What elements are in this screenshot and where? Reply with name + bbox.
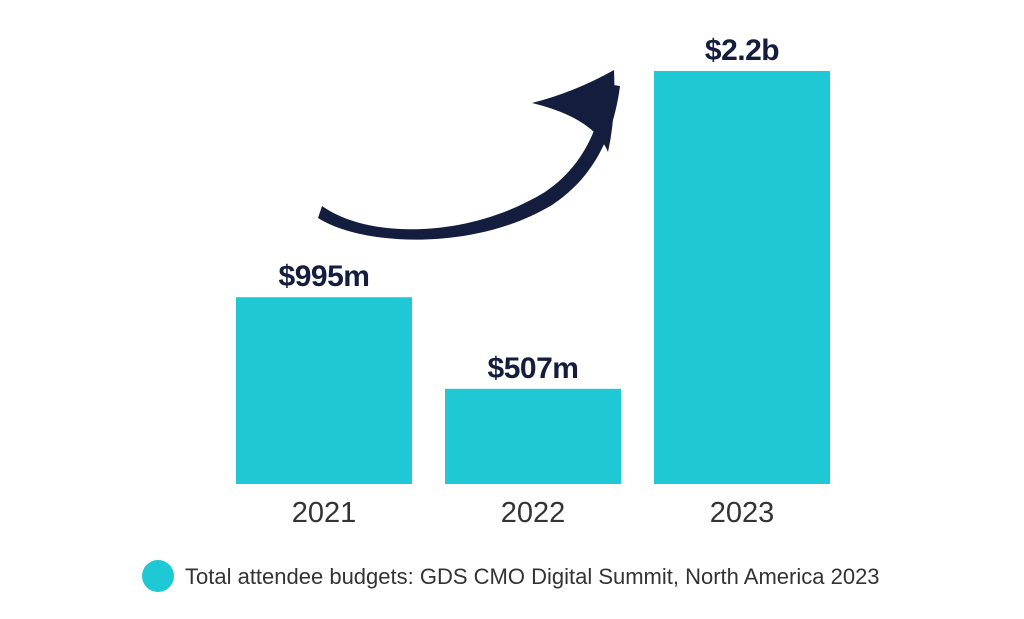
- legend-swatch: [142, 560, 174, 592]
- x-tick-label-2021: 2021: [292, 497, 357, 529]
- value-labels-group: $995m $507m $2.2b: [279, 34, 780, 385]
- value-label-2022: $507m: [488, 352, 579, 385]
- value-label-2023: $2.2b: [705, 34, 779, 67]
- growth-arrow-annotation: [318, 70, 620, 240]
- bar-2022: [445, 388, 621, 484]
- bar-2021: [236, 297, 412, 484]
- growth-arrow-head: [532, 70, 615, 152]
- x-tick-labels-group: 2021 2022 2023: [292, 497, 775, 529]
- bars-group: [236, 71, 830, 484]
- x-tick-label-2023: 2023: [710, 497, 775, 529]
- bar-2023: [654, 71, 830, 484]
- x-tick-label-2022: 2022: [501, 497, 566, 529]
- growth-arrow-shaft: [318, 84, 620, 240]
- legend: Total attendee budgets: GDS CMO Digital …: [142, 560, 880, 592]
- legend-label: Total attendee budgets: GDS CMO Digital …: [185, 564, 880, 589]
- value-label-2021: $995m: [279, 260, 370, 293]
